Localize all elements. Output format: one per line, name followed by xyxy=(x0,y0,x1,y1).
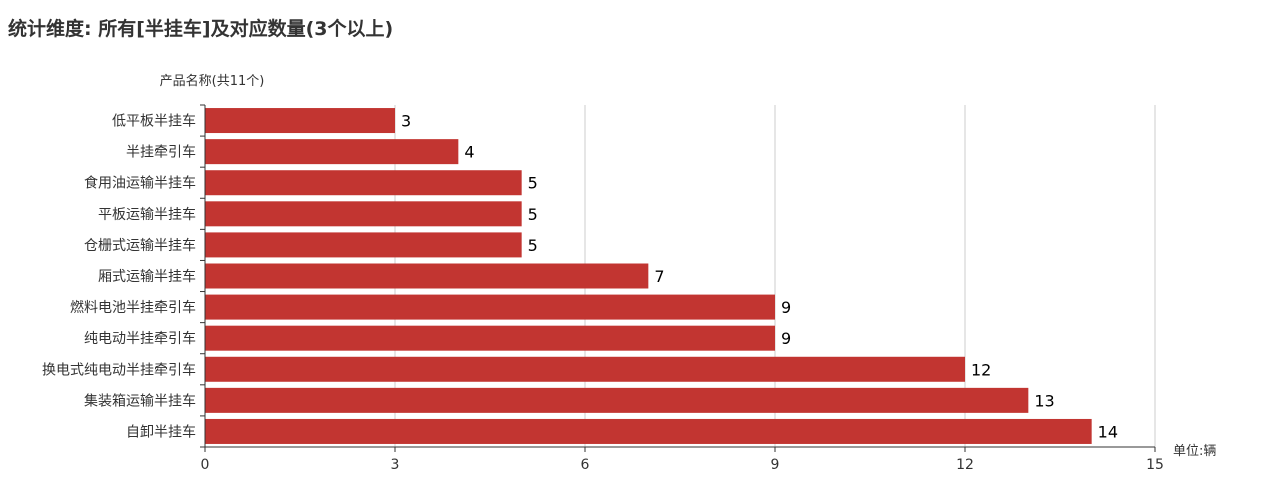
y-tick-label: 半挂牵引车 xyxy=(126,144,196,161)
y-tick-label: 集装箱运输半挂车 xyxy=(84,392,196,409)
bar xyxy=(205,201,522,227)
data-label: 3 xyxy=(401,112,411,131)
bar xyxy=(205,263,649,289)
x-tick-label: 6 xyxy=(581,457,590,473)
bar xyxy=(205,356,965,382)
chart-title: 统计维度: 所有[半挂车]及对应数量(3个以上) xyxy=(8,18,394,40)
data-label: 9 xyxy=(781,329,791,348)
data-label: 5 xyxy=(528,236,538,255)
data-label: 9 xyxy=(781,298,791,317)
y-tick-label: 仓栅式运输半挂车 xyxy=(84,237,196,254)
bar xyxy=(205,387,1029,413)
data-label: 4 xyxy=(464,143,474,162)
data-label: 13 xyxy=(1034,391,1054,410)
bar xyxy=(205,139,459,165)
y-tick-label: 燃料电池半挂牵引车 xyxy=(70,299,196,316)
data-label: 5 xyxy=(528,205,538,224)
data-label: 7 xyxy=(654,267,664,286)
x-tick-label: 3 xyxy=(391,457,400,473)
x-tick-label: 0 xyxy=(201,457,210,473)
bar xyxy=(205,418,1092,444)
bar xyxy=(205,325,775,351)
data-label: 5 xyxy=(528,174,538,193)
y-tick-label: 厢式运输半挂车 xyxy=(98,268,196,285)
x-axis-title: 单位:辆 xyxy=(1173,444,1216,459)
y-tick-label: 换电式纯电动半挂牵引车 xyxy=(42,361,196,378)
bar xyxy=(205,294,775,320)
x-tick-label: 15 xyxy=(1146,457,1164,473)
bar xyxy=(205,108,395,134)
x-tick-label: 9 xyxy=(771,457,780,473)
y-tick-label: 自卸半挂车 xyxy=(126,423,196,440)
y-tick-label: 纯电动半挂牵引车 xyxy=(84,330,196,347)
y-tick-label: 平板运输半挂车 xyxy=(98,206,196,223)
data-label: 12 xyxy=(971,360,991,379)
bar xyxy=(205,170,522,196)
y-tick-label: 低平板半挂车 xyxy=(112,113,196,130)
y-axis-title: 产品名称(共11个) xyxy=(160,73,265,89)
bar xyxy=(205,232,522,258)
data-label: 14 xyxy=(1098,422,1118,441)
x-tick-label: 12 xyxy=(956,457,974,473)
y-tick-label: 食用油运输半挂车 xyxy=(84,175,196,192)
